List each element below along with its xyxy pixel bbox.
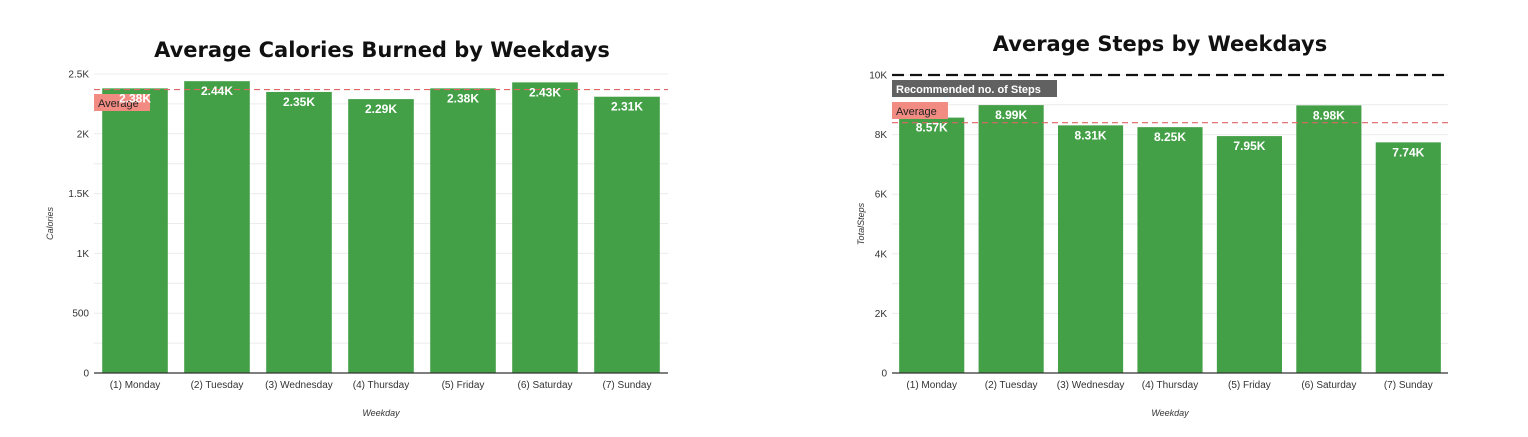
bar[interactable] (594, 96, 660, 373)
y-tick-label: 1.5K (68, 189, 89, 200)
y-tick-label: 6K (875, 190, 888, 201)
reference-label: Recommended no. of Steps (896, 84, 1041, 96)
x-axis-title: Weekday (362, 408, 400, 418)
x-tick-label: (3) Wednesday (1057, 380, 1125, 391)
chart-svg: Average Steps by Weekdays 0 2K 4K 6K 8K 10K Rec… (856, 32, 1448, 418)
y-tick-label: 1K (77, 249, 90, 260)
steps-chart: Average Steps by Weekdays 0 2K 4K 6K 8K 10K Rec… (764, 0, 1528, 437)
bar-value-label: 2.38K (447, 91, 479, 105)
x-tick-label: (5) Friday (1228, 380, 1271, 391)
bar[interactable] (1058, 125, 1124, 373)
reference-label-bg (94, 94, 150, 111)
bar-value-label: 2.38K (119, 91, 151, 105)
bar-value-label: 7.95K (1233, 139, 1265, 153)
bar-value-label: 2.29K (365, 102, 397, 116)
x-tick-label: (1) Monday (110, 380, 161, 391)
x-tick-label: (2) Tuesday (191, 380, 244, 391)
bar-value-label: 8.99K (995, 108, 1027, 122)
y-axis-title: TotalSteps (856, 202, 866, 245)
y-tick-label: 8K (875, 130, 888, 141)
y-tick-label: 0 (83, 369, 89, 380)
y-tick-label: 4K (875, 249, 888, 260)
y-tick-label: 2K (875, 309, 888, 320)
y-tick-label: 2K (77, 129, 90, 140)
bar[interactable] (1296, 105, 1362, 374)
bar[interactable] (899, 117, 965, 373)
bar[interactable] (1137, 127, 1203, 374)
bar[interactable] (1216, 136, 1282, 373)
reference-label-bg (892, 80, 1057, 97)
bar-value-label: 8.98K (1313, 108, 1345, 122)
x-tick-label: (6) Saturday (1301, 380, 1356, 391)
reference-label: Average (98, 98, 139, 110)
y-axis-title: Calories (45, 206, 55, 240)
bar-value-label: 2.43K (529, 85, 561, 99)
bar[interactable] (348, 99, 414, 373)
bar-value-label: 2.44K (201, 84, 233, 98)
bar-value-label: 2.35K (283, 95, 315, 109)
bar[interactable] (266, 91, 332, 373)
bar[interactable] (184, 81, 250, 374)
bar-value-label: 8.25K (1154, 130, 1186, 144)
calories-chart: Average Calories Burned by Weekdays 0 500 1… (45, 38, 668, 418)
reference-label-bg (892, 102, 948, 119)
bar[interactable] (512, 82, 578, 373)
x-tick-label: (7) Sunday (603, 380, 652, 391)
bar-value-label: 8.31K (1075, 128, 1107, 142)
bar[interactable] (1375, 142, 1441, 373)
chart-title: Average Steps by Weekdays (993, 32, 1327, 56)
x-axis-title: Weekday (1151, 408, 1189, 418)
bar-value-label: 2.31K (611, 100, 643, 114)
x-tick-label: (3) Wednesday (265, 380, 333, 391)
x-tick-label: (2) Tuesday (985, 380, 1038, 391)
bar[interactable] (102, 88, 168, 374)
bar[interactable] (430, 88, 496, 374)
x-tick-label: (7) Sunday (1384, 380, 1433, 391)
y-tick-label: 10K (869, 71, 887, 82)
bar-value-label: 7.74K (1392, 145, 1424, 159)
bar-value-label: 8.57K (916, 121, 948, 135)
x-tick-label: (1) Monday (906, 380, 957, 391)
y-tick-label: 500 (72, 309, 89, 320)
chart-title: Average Calories Burned by Weekdays (154, 38, 610, 62)
reference-label: Average (896, 106, 937, 118)
x-tick-label: (6) Saturday (517, 380, 572, 391)
x-tick-label: (5) Friday (442, 380, 485, 391)
x-tick-label: (4) Thursday (1142, 380, 1199, 391)
chart-svg: Average Calories Burned by Weekdays 0 500 1… (45, 38, 668, 418)
y-tick-label: 0 (881, 369, 887, 380)
bar[interactable] (978, 105, 1044, 374)
y-tick-label: 2.5K (68, 70, 89, 81)
x-tick-label: (4) Thursday (353, 380, 410, 391)
